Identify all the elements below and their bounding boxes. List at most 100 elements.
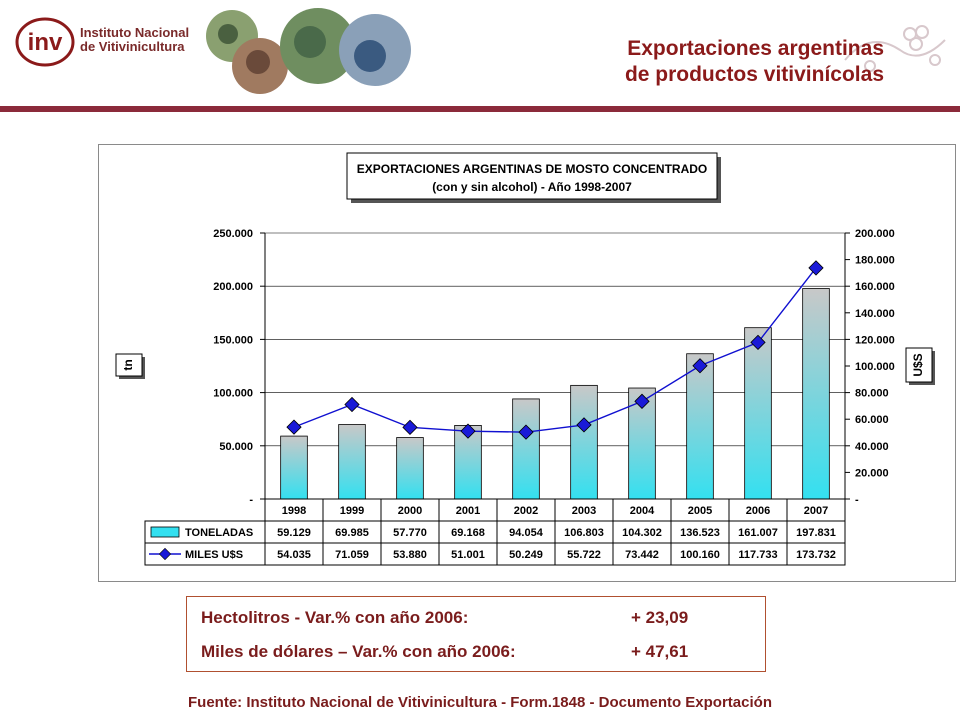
line-point <box>460 423 476 439</box>
x-category-label: 2001 <box>456 505 480 517</box>
data-label: 73.442 <box>625 549 659 561</box>
legend-series-name: TONELADAS <box>185 527 253 539</box>
x-category-label: 2004 <box>630 505 655 517</box>
data-label: 100.160 <box>680 549 720 561</box>
header-divider <box>0 106 960 112</box>
tick-labels: 250.000 200.000 150.000 100.000 50.000 - 200.0… <box>213 228 895 506</box>
page-title-line2: de productos vitivinícolas <box>624 63 884 86</box>
bar <box>686 353 714 500</box>
right-axis-label: U$S <box>911 353 925 376</box>
data-label: 94.054 <box>509 527 544 539</box>
data-label: 59.129 <box>277 527 311 539</box>
data-table: 1998 1999 2000 2001 2002 2003 2004 2005 2006 2007… <box>144 498 846 566</box>
dollars-variation-label: Miles de dólares – Var.% con año 2006: <box>201 642 516 661</box>
line-point <box>634 393 650 409</box>
export-chart: EXPORTACIONES ARGENTINAS DE MOSTO CONCEN… <box>115 152 935 566</box>
bar <box>512 398 540 500</box>
line-point <box>402 419 418 435</box>
dollars-variation-value: + 47,61 <box>631 642 689 661</box>
right-unit-box <box>905 347 933 383</box>
line-point <box>576 417 592 433</box>
bar <box>396 437 424 500</box>
bar <box>338 424 366 500</box>
line-path <box>293 267 817 433</box>
bar-series <box>280 288 830 500</box>
data-label: 161.007 <box>738 527 778 539</box>
left-axis-label: tn <box>121 359 135 370</box>
variation-summary-box: Hectolitros - Var.% con año 2006: + 23,0… <box>186 596 766 672</box>
right-tick-label: 160.000 <box>855 281 895 293</box>
left-tick-label: 150.000 <box>213 334 253 346</box>
hectoliters-variation-label: Hectolitros - Var.% con año 2006: <box>201 608 469 627</box>
x-category-label: 2000 <box>398 505 422 517</box>
data-label: 57.770 <box>393 527 427 539</box>
right-tick-label: 120.000 <box>855 334 895 346</box>
legend-series-name: MILES U$S <box>185 549 243 561</box>
x-category-label: 2007 <box>804 505 828 517</box>
institute-logo: inv <box>14 16 76 73</box>
bar <box>802 288 830 500</box>
left-tick-label: 250.000 <box>213 228 253 240</box>
data-label: 136.523 <box>680 527 720 539</box>
x-category-label: 2005 <box>688 505 712 517</box>
data-label: 197.831 <box>796 527 836 539</box>
institute-name-line2: de Vitivinicultura <box>80 39 185 54</box>
left-tick-label: 200.000 <box>213 281 253 293</box>
bar <box>280 435 308 500</box>
data-label: 69.168 <box>451 527 485 539</box>
x-category-label: 2002 <box>514 505 538 517</box>
left-unit-box <box>115 353 143 377</box>
left-tick-label: - <box>249 494 253 506</box>
line-point <box>344 396 360 413</box>
hectoliters-variation-value: + 23,09 <box>631 608 689 627</box>
line-series <box>286 260 824 440</box>
right-tick-label: 20.000 <box>855 467 889 479</box>
right-tick-label: 180.000 <box>855 255 895 267</box>
x-category-label: 2003 <box>572 505 596 517</box>
right-tick-label: 200.000 <box>855 228 895 240</box>
legend-swatch-bar <box>150 526 180 538</box>
bar <box>744 327 772 500</box>
line-point <box>808 260 824 276</box>
chart-frame: EXPORTACIONES ARGENTINAS DE MOSTO CONCEN… <box>98 144 956 582</box>
right-tick-label: 80.000 <box>855 388 889 400</box>
bar <box>570 384 598 500</box>
data-label: 71.059 <box>335 549 369 561</box>
right-tick-label: 40.000 <box>855 441 889 453</box>
data-label: 51.001 <box>451 549 485 561</box>
data-label: 50.249 <box>509 549 543 561</box>
axes <box>260 232 850 500</box>
left-tick-label: 100.000 <box>213 388 253 400</box>
line-point <box>286 419 302 435</box>
source-note: Fuente: Instituto Nacional de Vitivinicu… <box>188 694 772 711</box>
table-series-row <box>144 542 846 566</box>
right-tick-label: - <box>855 494 859 506</box>
data-label: 117.733 <box>738 549 777 561</box>
data-label: 55.722 <box>567 549 601 561</box>
data-label: 106.803 <box>564 527 604 539</box>
logo-letters: inv <box>28 29 63 56</box>
right-tick-label: 140.000 <box>855 308 895 320</box>
left-tick-label: 50.000 <box>219 441 253 453</box>
line-point <box>750 334 766 351</box>
line-point <box>692 358 708 374</box>
page-title: Exportaciones argentinas de productos vi… <box>625 36 884 88</box>
vineyard-photo-collage <box>200 6 420 107</box>
data-label: 104.302 <box>622 527 662 539</box>
chart-title-line2: (con y sin alcohol) - Año 1998-2007 <box>432 180 632 194</box>
line-point <box>518 424 534 440</box>
data-label: 53.880 <box>393 549 427 561</box>
grape-vine-ornament-icon <box>840 20 950 85</box>
x-category-label: 1999 <box>340 505 364 517</box>
x-category-label: 1998 <box>282 505 306 517</box>
chart-title-box <box>346 152 718 200</box>
institute-name-line1: Instituto Nacional <box>80 25 190 40</box>
institute-name: Instituto Nacional de Vitivinicultura <box>80 26 189 54</box>
data-label: 69.985 <box>335 527 369 539</box>
data-label: 173.732 <box>796 549 836 561</box>
x-category-label: 2006 <box>746 505 770 517</box>
chart-title-line1: EXPORTACIONES ARGENTINAS DE MOSTO CONCEN… <box>357 162 707 176</box>
data-label: 54.035 <box>277 549 311 561</box>
page-title-line1: Exportaciones argentinas <box>627 37 884 60</box>
right-tick-label: 60.000 <box>855 414 889 426</box>
